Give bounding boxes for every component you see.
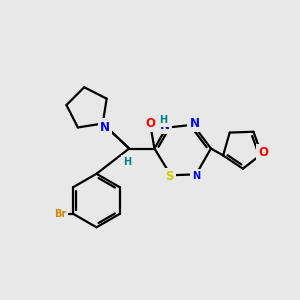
- Text: H: H: [159, 115, 167, 125]
- Text: H: H: [123, 157, 131, 167]
- Text: Br: Br: [54, 209, 66, 219]
- Text: N: N: [192, 171, 200, 181]
- Text: O: O: [258, 146, 268, 159]
- Text: N: N: [160, 119, 170, 132]
- Text: N: N: [190, 117, 200, 130]
- Text: O: O: [145, 117, 155, 130]
- Text: N: N: [100, 121, 110, 134]
- Text: S: S: [165, 170, 174, 183]
